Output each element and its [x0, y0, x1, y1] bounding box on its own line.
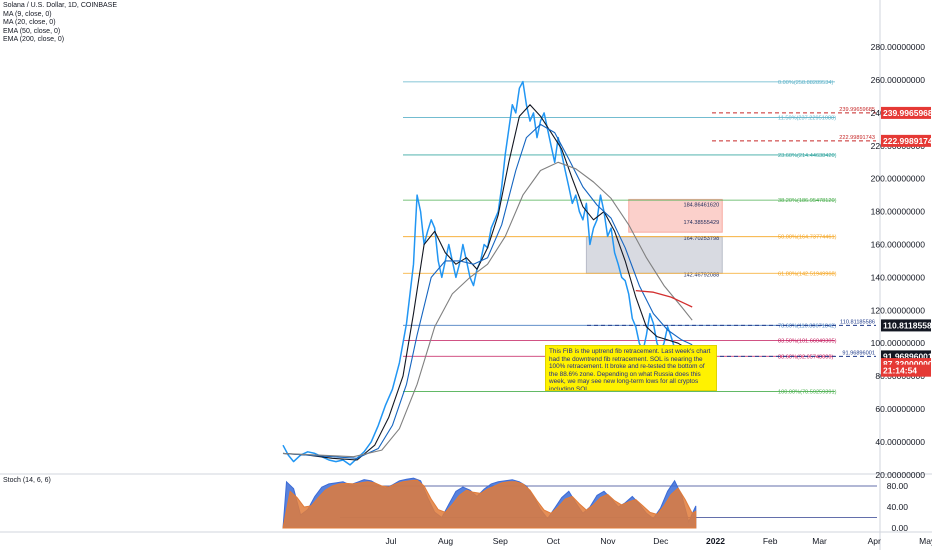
time-tick-label: Aug [438, 536, 453, 546]
fib-level-label: 0.00%(258.88289534) [778, 80, 833, 86]
price-tag-label: 91.96896001 [883, 351, 932, 361]
fib-level-label: 78.60%(110.88671842) [778, 323, 836, 329]
price-tick-label: 40.00000000 [875, 437, 925, 447]
price-tag-label: 222.99891743 [883, 136, 932, 146]
chart-legend: Solana / U.S. Dollar, 1D, COINBASE MA (9… [3, 2, 117, 45]
price-tag [881, 106, 931, 119]
stoch-tick-label: 40.00 [887, 502, 909, 512]
fib-level-label: 61.80%(142.51949968) [778, 271, 837, 277]
fib-level-label: 100.00%(70.59259391) [778, 390, 837, 396]
price-tick-label: 100.00000000 [871, 338, 926, 348]
price-tag-label: 239.99659685 [883, 108, 932, 118]
price-tick-label: 260.00000000 [871, 75, 926, 85]
time-tick-label: Feb [763, 536, 778, 546]
time-tick-label: Sep [493, 536, 508, 546]
fib-level-label: 83.50%(101.66049305) [778, 338, 837, 344]
indicator-ma20: MA (20, close, 0) [3, 19, 56, 27]
annotation-note[interactable]: This FIB is the uptrend fib retracement.… [545, 345, 717, 391]
fib-level-label: 50.00%(164.73774461) [778, 235, 837, 241]
time-tick-label: Oct [547, 536, 561, 546]
price-tick-label: 180.00000000 [871, 207, 926, 217]
fib-level-label: 88.60%(92.05748000) [778, 354, 833, 360]
price-tag [881, 134, 931, 147]
zone-box-0[interactable] [628, 198, 723, 233]
price-tick-label: 120.00000000 [871, 305, 926, 315]
stoch-d-area [282, 479, 697, 529]
series-line-2 [282, 123, 693, 459]
time-tick-label: Apr [868, 536, 881, 546]
zone-box-1[interactable] [585, 236, 723, 274]
time-tick-label: May [919, 536, 932, 546]
fib-level-label: 23.60%(214.44638420) [778, 153, 837, 159]
time-tick-label: Nov [600, 536, 616, 546]
price-tick-label: 20.00000000 [875, 470, 925, 480]
price-tick-label: 160.00000000 [871, 240, 926, 250]
horizontal-ray-label: 91.96896001 [842, 350, 875, 356]
fib-level-label: 11.50%(237.22951088) [778, 115, 836, 121]
horizontal-ray-label: 222.99891743 [839, 135, 875, 141]
time-tick-label: Dec [653, 536, 669, 546]
zone-label: 174.38555429 [683, 220, 719, 226]
price-tick-label: 60.00000000 [875, 404, 925, 414]
price-tag [881, 364, 931, 377]
indicator-ema200: EMA (200, close, 0) [3, 36, 65, 44]
price-tag-label: 110.81185586 [883, 320, 932, 330]
price-tag-label: 87.32000000 [883, 359, 932, 369]
horizontal-ray-label: 110.81185586 [840, 319, 875, 325]
series-line-4 [635, 289, 693, 308]
series-line-1 [282, 104, 689, 461]
indicator-ema50: EMA (50, close, 0) [3, 27, 61, 35]
horizontal-ray-label: 239.99659685 [839, 107, 875, 113]
time-tick-label: Jul [385, 536, 396, 546]
price-tick-label: 200.00000000 [871, 174, 926, 184]
price-tag-label: 21:14:54 [883, 366, 917, 376]
series-line-3 [282, 161, 693, 458]
series-line-0 [282, 80, 693, 466]
price-tag [881, 319, 931, 332]
zone-label: 142.46792088 [683, 272, 719, 278]
symbol-title: Solana / U.S. Dollar, 1D, COINBASE [3, 2, 117, 9]
stoch-legend: Stoch (14, 6, 6) [3, 477, 51, 484]
time-tick-label: Mar [812, 536, 827, 546]
time-tick-label: 2022 [706, 536, 725, 546]
stoch-tick-label: 80.00 [887, 481, 909, 491]
indicator-ma9: MA (9, close, 0) [3, 10, 52, 18]
price-tick-label: 280.00000000 [871, 42, 926, 52]
fib-level-label: 38.20%(186.95478120) [778, 198, 837, 204]
zone-label: 184.86461620 [683, 203, 719, 209]
stoch-tick-label: 0.00 [891, 523, 908, 533]
price-tick-label: 140.00000000 [871, 272, 926, 282]
zone-label: 164.70253798 [683, 236, 719, 242]
